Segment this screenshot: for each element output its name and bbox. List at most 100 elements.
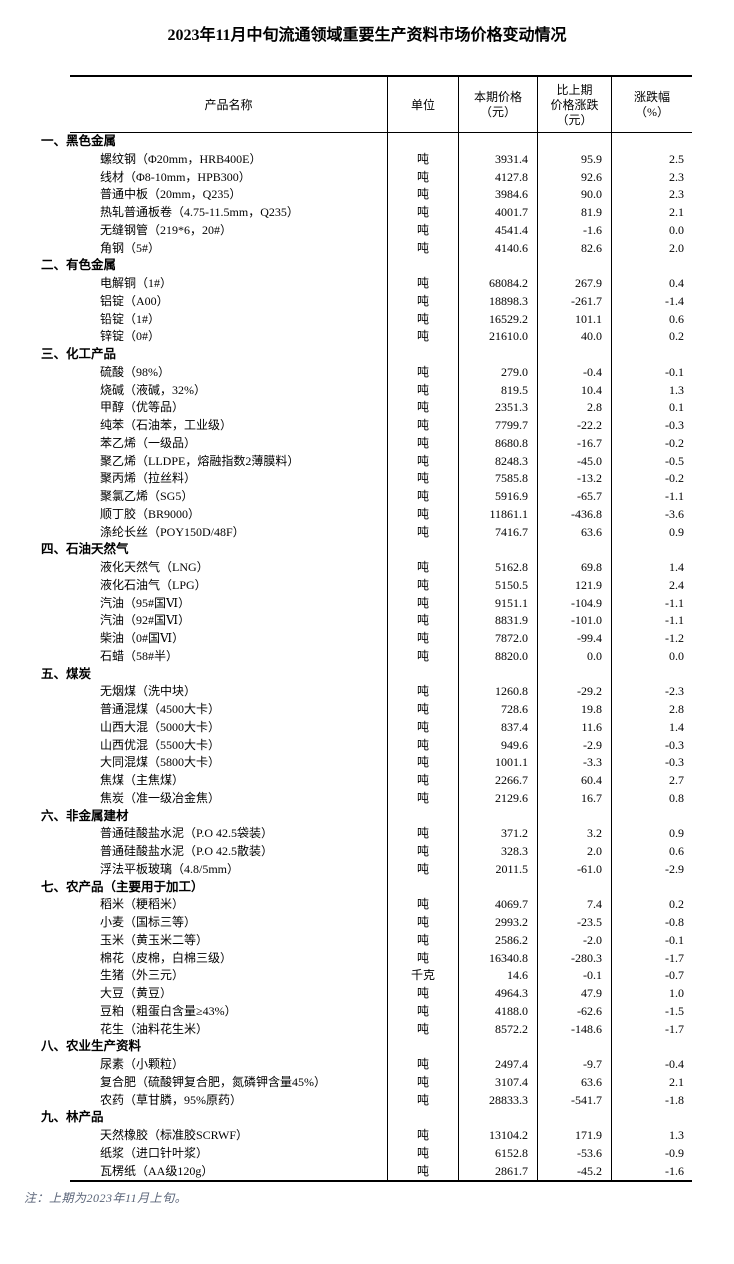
unit-cell: 吨 bbox=[387, 150, 458, 169]
product-name-cell: 无缝钢管（219*6，20#） bbox=[100, 222, 233, 237]
pct-cell: 0.1 bbox=[611, 399, 692, 417]
change-cell: -280.3 bbox=[537, 949, 611, 968]
table-row: 无烟煤（洗中块） 吨 1260.8 -29.2 -2.3 bbox=[41, 683, 692, 701]
pct-cell: -0.3 bbox=[611, 754, 692, 772]
section-title: 二、有色金属 bbox=[41, 258, 117, 273]
header-product: 产品名称 bbox=[41, 77, 387, 133]
product-name-cell: 普通中板（20mm，Q235） bbox=[100, 187, 242, 202]
price-cell: 7416.7 bbox=[458, 523, 537, 542]
unit-cell: 吨 bbox=[387, 1127, 458, 1145]
unit-cell: 吨 bbox=[387, 399, 458, 417]
unit-cell: 吨 bbox=[387, 612, 458, 630]
unit-cell: 吨 bbox=[387, 754, 458, 772]
pct-cell: -1.8 bbox=[611, 1091, 692, 1110]
pct-cell: 1.3 bbox=[611, 381, 692, 400]
product-name-cell: 普通硅酸盐水泥（P.O 42.5袋装） bbox=[100, 826, 274, 841]
price-cell: 5162.8 bbox=[458, 559, 537, 577]
price-cell: 28833.3 bbox=[458, 1091, 537, 1110]
product-name-cell: 浮法平板玻璃（4.8/5mm） bbox=[100, 861, 240, 876]
price-cell: 279.0 bbox=[458, 363, 537, 382]
price-cell: 8248.3 bbox=[458, 452, 537, 471]
table-row: 大豆（黄豆） 吨 4964.3 47.9 1.0 bbox=[41, 985, 692, 1003]
pct-cell: 0.8 bbox=[611, 789, 692, 808]
pct-cell: -0.2 bbox=[611, 470, 692, 488]
pct-cell: -1.1 bbox=[611, 594, 692, 613]
header-price-change-line3: （元） bbox=[556, 112, 593, 127]
pct-cell: -0.8 bbox=[611, 914, 692, 932]
price-table: 产品名称 单位 本期价格 （元） 比上期 价格涨跌 （元） 涨跌幅 （%） 一、… bbox=[41, 77, 692, 1181]
pct-cell: -1.6 bbox=[611, 1162, 692, 1181]
unit-cell: 吨 bbox=[387, 701, 458, 719]
pct-cell: -2.3 bbox=[611, 683, 692, 701]
price-cell bbox=[458, 665, 537, 684]
pct-cell: 2.7 bbox=[611, 772, 692, 790]
product-name-cell: 普通硅酸盐水泥（P.O 42.5散装） bbox=[100, 844, 274, 858]
table-body: 一、黑色金属 螺纹钢（Φ20mm，HRB400E） 吨 3931.4 95.9 … bbox=[41, 133, 692, 1181]
price-cell: 3107.4 bbox=[458, 1073, 537, 1092]
change-cell: -61.0 bbox=[537, 860, 611, 879]
price-cell: 4964.3 bbox=[458, 985, 537, 1003]
header-current-price-line2: （元） bbox=[479, 105, 516, 119]
pct-cell bbox=[611, 665, 692, 684]
unit-cell: 吨 bbox=[387, 1020, 458, 1039]
pct-cell: 2.0 bbox=[611, 239, 692, 258]
header-unit-label: 单位 bbox=[410, 97, 435, 112]
unit-cell bbox=[387, 541, 458, 559]
product-name-cell: 山西优混（5500大卡） bbox=[100, 737, 221, 752]
price-cell bbox=[458, 257, 537, 275]
unit-cell: 吨 bbox=[387, 434, 458, 453]
pct-cell: -0.7 bbox=[611, 967, 692, 985]
pct-cell: -0.9 bbox=[611, 1144, 692, 1163]
change-cell: -99.4 bbox=[537, 630, 611, 648]
product-name-cell: 聚丙烯（拉丝料） bbox=[100, 471, 197, 486]
price-cell: 371.2 bbox=[458, 825, 537, 843]
change-cell: 81.9 bbox=[537, 204, 611, 222]
product-name-cell: 花生（油料花生米） bbox=[100, 1021, 209, 1036]
section-title: 四、石油天然气 bbox=[41, 542, 129, 557]
change-cell: -45.0 bbox=[537, 452, 611, 471]
table-row: 稻米（粳稻米） 吨 4069.7 7.4 0.2 bbox=[41, 896, 692, 914]
pct-cell: 2.1 bbox=[611, 1073, 692, 1092]
table-row: 天然橡胶（标准胶SCRWF） 吨 13104.2 171.9 1.3 bbox=[41, 1127, 692, 1145]
table-row: 花生（油料花生米） 吨 8572.2 -148.6 -1.7 bbox=[41, 1020, 692, 1039]
table-bottom-border bbox=[70, 1180, 692, 1182]
price-cell: 18898.3 bbox=[458, 292, 537, 311]
section-row: 九、林产品 bbox=[41, 1109, 692, 1127]
change-cell: -436.8 bbox=[537, 505, 611, 524]
product-name-cell: 汽油（92#国Ⅵ） bbox=[100, 613, 191, 628]
price-cell: 8820.0 bbox=[458, 647, 537, 666]
unit-cell: 吨 bbox=[387, 488, 458, 506]
section-title: 五、煤炭 bbox=[41, 666, 92, 681]
unit-cell bbox=[387, 1109, 458, 1127]
change-cell: -45.2 bbox=[537, 1162, 611, 1181]
pct-cell bbox=[611, 257, 692, 275]
price-cell bbox=[458, 541, 537, 559]
unit-cell bbox=[387, 665, 458, 684]
pct-cell: 2.3 bbox=[611, 186, 692, 204]
pct-cell: -1.4 bbox=[611, 292, 692, 311]
change-cell bbox=[537, 346, 611, 364]
unit-cell: 吨 bbox=[387, 505, 458, 524]
unit-cell: 吨 bbox=[387, 860, 458, 879]
product-name-cell: 农药（草甘膦，95%原药） bbox=[100, 1092, 242, 1107]
table-row: 浮法平板玻璃（4.8/5mm） 吨 2011.5 -61.0 -2.9 bbox=[41, 860, 692, 879]
header-unit: 单位 bbox=[387, 77, 458, 133]
change-cell: -0.1 bbox=[537, 967, 611, 985]
price-cell: 4541.4 bbox=[458, 221, 537, 240]
product-name-cell: 螺纹钢（Φ20mm，HRB400E） bbox=[100, 151, 262, 166]
product-name-cell: 焦煤（主焦煤） bbox=[100, 773, 185, 787]
pct-cell: 2.5 bbox=[611, 150, 692, 169]
product-name-cell: 硫酸（98%） bbox=[100, 364, 170, 379]
change-cell: 95.9 bbox=[537, 150, 611, 169]
unit-cell: 吨 bbox=[387, 381, 458, 400]
unit-cell: 吨 bbox=[387, 843, 458, 861]
price-cell bbox=[458, 1038, 537, 1056]
price-cell bbox=[458, 133, 537, 151]
table-row: 角钢（5#） 吨 4140.6 82.6 2.0 bbox=[41, 239, 692, 258]
unit-cell: 吨 bbox=[387, 914, 458, 932]
unit-cell: 吨 bbox=[387, 1162, 458, 1181]
price-cell: 1260.8 bbox=[458, 683, 537, 701]
price-cell: 3984.6 bbox=[458, 186, 537, 204]
table-top-border bbox=[70, 75, 692, 77]
product-name-cell: 普通混煤（4500大卡） bbox=[100, 702, 221, 716]
